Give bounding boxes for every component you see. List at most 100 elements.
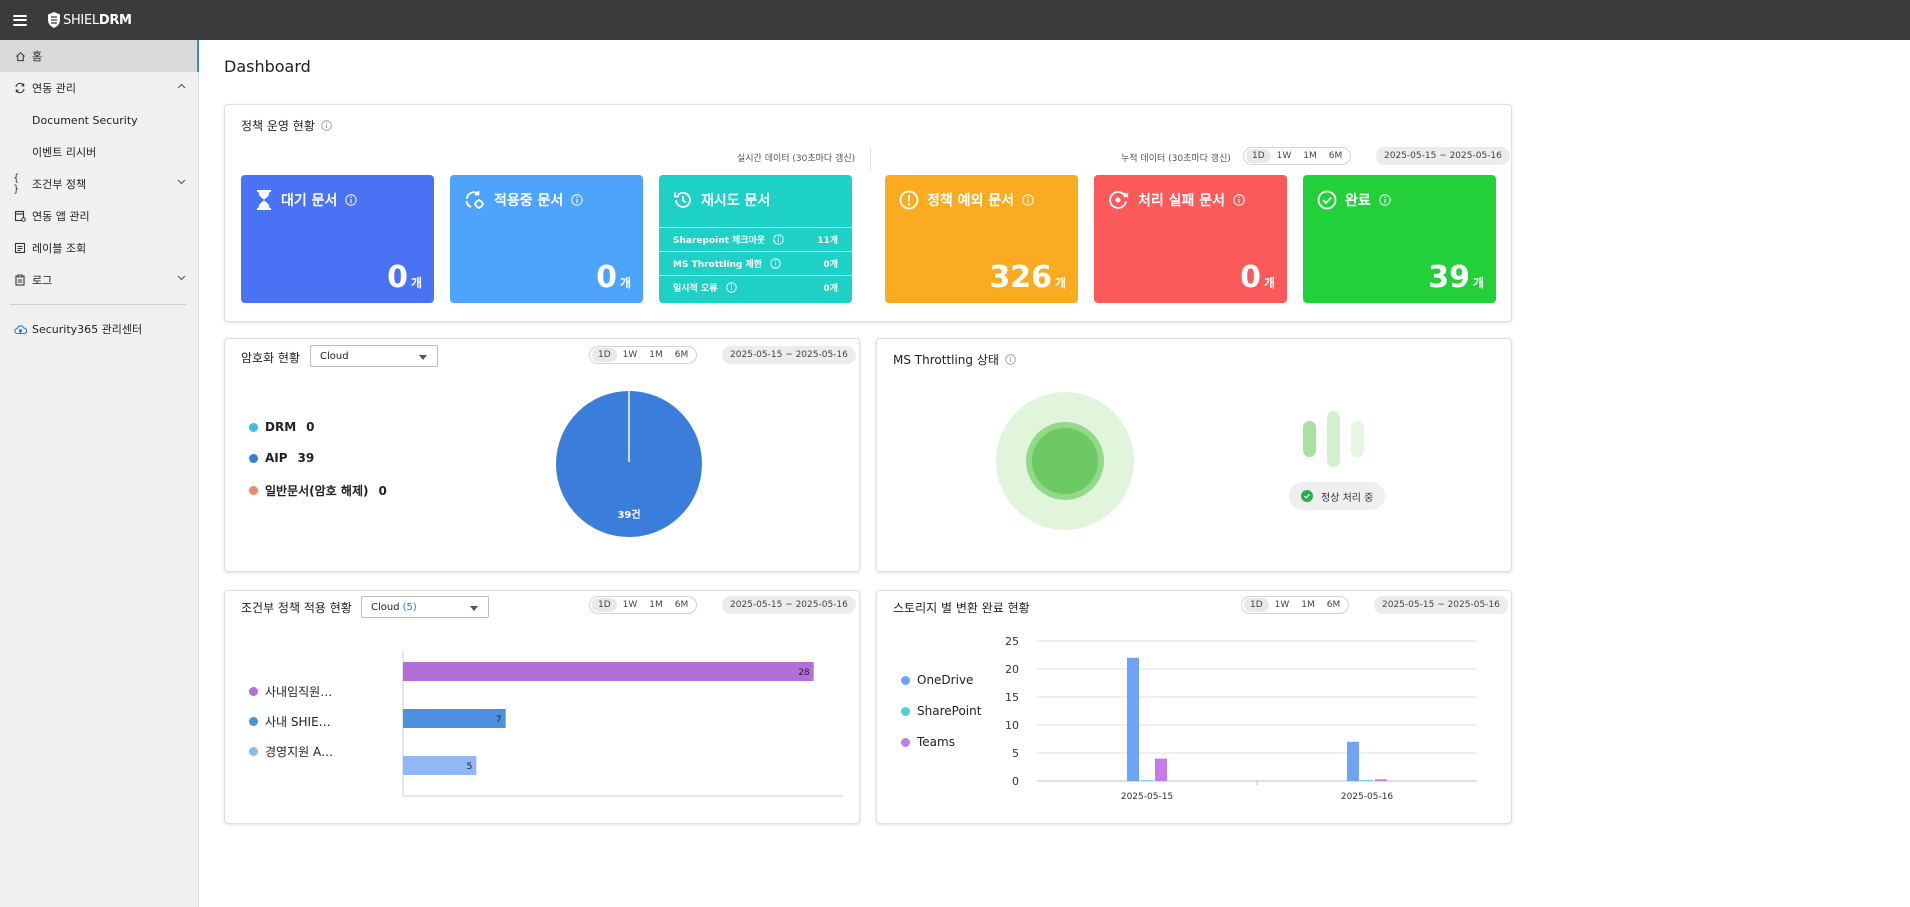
period-1m[interactable]: 1M bbox=[1303, 151, 1317, 161]
period-1w[interactable]: 1W bbox=[622, 350, 638, 360]
sidebar-item-integration[interactable]: 연동 관리 bbox=[0, 72, 198, 104]
info-icon[interactable] bbox=[725, 282, 737, 293]
sidebar-item-document-security[interactable]: Document Security bbox=[0, 104, 198, 136]
cumulative-label: 누적 데이터 (30초마다 갱신) bbox=[1121, 154, 1231, 164]
bar[interactable] bbox=[1375, 779, 1387, 781]
storage-card: 스토리지 별 변환 완료 현황 1D 1W 1M 6M 2025-05-15 ~… bbox=[876, 590, 1512, 824]
info-icon[interactable] bbox=[770, 258, 781, 269]
x-tick-label: 2025-05-16 bbox=[1341, 792, 1394, 802]
info-icon[interactable] bbox=[345, 194, 358, 206]
tile-exception-documents[interactable]: 정책 예외 문서 326 개 bbox=[885, 175, 1078, 303]
period-1w[interactable]: 1W bbox=[1274, 600, 1290, 610]
y-tick-label: 25 bbox=[1005, 635, 1019, 648]
tile-header: 대기 문서 bbox=[255, 190, 358, 210]
date-range[interactable]: 2025-05-15 ~ 2025-05-16 bbox=[722, 346, 856, 364]
tile-waiting-documents[interactable]: 대기 문서 0 개 bbox=[241, 175, 434, 303]
period-1m[interactable]: 1M bbox=[649, 600, 663, 610]
sidebar-divider bbox=[10, 304, 186, 305]
period-1d[interactable]: 1D bbox=[1246, 149, 1271, 163]
conditional-title: 조건부 정책 적용 현황 bbox=[241, 601, 352, 615]
bar[interactable] bbox=[1361, 780, 1373, 781]
sync-gear-icon bbox=[464, 190, 486, 210]
storage-title: 스토리지 별 변환 완료 현황 bbox=[893, 601, 1030, 615]
logo-text-prefix: SHIEL bbox=[63, 12, 99, 28]
period-6m[interactable]: 6M bbox=[1326, 600, 1341, 610]
tile-completed-documents[interactable]: 완료 39 개 bbox=[1303, 175, 1496, 303]
bar[interactable] bbox=[403, 662, 814, 681]
legend-item: OneDrive bbox=[901, 673, 973, 687]
sidebar-item-event-receiver[interactable]: 이벤트 리시버 bbox=[0, 136, 198, 168]
bar[interactable] bbox=[1347, 741, 1359, 781]
info-icon[interactable] bbox=[1022, 194, 1034, 206]
tile-label: 정책 예외 문서 bbox=[927, 193, 1015, 209]
tile-failed-documents[interactable]: 처리 실패 문서 0 개 bbox=[1094, 175, 1287, 303]
date-range[interactable]: 2025-05-15 ~ 2025-05-16 bbox=[1374, 596, 1508, 614]
sidebar-item-home[interactable]: 홈 bbox=[0, 40, 199, 72]
sidebar-item-conditional-policy[interactable]: { } 조건부 정책 bbox=[0, 168, 198, 200]
retry-row-value: 0개 bbox=[823, 284, 838, 294]
date-range[interactable]: 2025-05-15 ~ 2025-05-16 bbox=[1376, 147, 1510, 165]
period-6m[interactable]: 6M bbox=[674, 600, 689, 610]
legend-general: 일반문서(암호 해제) 0 bbox=[249, 482, 387, 499]
encryption-source-select[interactable]: Cloud bbox=[310, 345, 438, 367]
period-1m[interactable]: 1M bbox=[1301, 600, 1315, 610]
y-tick-label: 10 bbox=[1005, 719, 1019, 732]
retry-row-label: Sharepoint 체크아웃 bbox=[673, 233, 784, 246]
info-icon[interactable] bbox=[773, 234, 784, 245]
period-1d[interactable]: 1D bbox=[592, 598, 617, 612]
tile-header: 재시도 문서 bbox=[673, 190, 770, 210]
info-icon[interactable] bbox=[1379, 194, 1391, 206]
conditional-source-select[interactable]: Cloud (5) bbox=[361, 596, 489, 618]
legend-dot bbox=[901, 675, 910, 685]
bar-value-label: 7 bbox=[496, 715, 502, 725]
legend-drm: DRM 0 bbox=[249, 420, 315, 434]
sidebar-item-log[interactable]: 로그 bbox=[0, 264, 198, 296]
period-6m[interactable]: 6M bbox=[674, 350, 689, 360]
sidebar-item-label: 로그 bbox=[32, 274, 53, 287]
bar[interactable] bbox=[403, 709, 506, 728]
period-1w[interactable]: 1W bbox=[1276, 151, 1292, 161]
bar[interactable] bbox=[1127, 657, 1139, 781]
info-icon[interactable] bbox=[571, 194, 583, 206]
info-icon[interactable] bbox=[1233, 194, 1245, 206]
tile-retry-documents[interactable]: 재시도 문서 Sharepoint 체크아웃 11개 MS Throttling… bbox=[659, 175, 852, 303]
bar[interactable] bbox=[403, 756, 477, 775]
tile-unit: 개 bbox=[1054, 276, 1066, 290]
app-logo[interactable]: SHIEL DRM bbox=[47, 12, 132, 28]
period-1w[interactable]: 1W bbox=[622, 600, 638, 610]
date-range[interactable]: 2025-05-15 ~ 2025-05-16 bbox=[722, 596, 856, 614]
pie-slice-aip[interactable] bbox=[556, 391, 702, 537]
caret-down-icon bbox=[419, 355, 427, 360]
throttling-title: MS Throttling 상태 bbox=[893, 353, 999, 367]
period-1d[interactable]: 1D bbox=[1244, 598, 1269, 612]
menu-icon[interactable] bbox=[13, 14, 27, 26]
retry-row-sharepoint: Sharepoint 체크아웃 11개 bbox=[659, 227, 852, 251]
legend-item: SharePoint bbox=[901, 704, 981, 718]
sidebar-item-security365[interactable]: Security365 관리센터 bbox=[0, 313, 198, 345]
period-1d[interactable]: 1D bbox=[592, 348, 617, 362]
encryption-pie-chart: 39건 bbox=[556, 391, 702, 537]
sidebar-item-app-management[interactable]: 연동 앱 관리 bbox=[0, 200, 198, 232]
braces-icon: { } bbox=[13, 173, 20, 195]
bar[interactable] bbox=[1155, 758, 1167, 781]
throttling-title-row: MS Throttling 상태 bbox=[893, 351, 1016, 368]
retry-row-label: MS Throttling 제한 bbox=[673, 257, 781, 270]
legend-name: DRM bbox=[265, 420, 297, 434]
bar[interactable] bbox=[1141, 780, 1153, 781]
throttling-status-chip: 정상 처리 중 bbox=[1289, 482, 1386, 510]
tile-number: 39 bbox=[1428, 260, 1470, 295]
legend-label: 사내임직원… bbox=[265, 685, 333, 699]
throttling-card: MS Throttling 상태 정상 처리 중 bbox=[876, 338, 1512, 572]
period-6m[interactable]: 6M bbox=[1328, 151, 1343, 161]
legend-item: Teams bbox=[901, 735, 955, 749]
period-1m[interactable]: 1M bbox=[649, 350, 663, 360]
info-icon[interactable] bbox=[321, 120, 332, 131]
tile-number: 326 bbox=[989, 260, 1052, 295]
tile-applying-documents[interactable]: 적용중 문서 0 개 bbox=[450, 175, 643, 303]
info-icon[interactable] bbox=[1005, 354, 1016, 365]
legend-dot bbox=[249, 717, 258, 726]
sidebar-item-label: 연동 관리 bbox=[32, 82, 76, 95]
sidebar-item-label-lookup[interactable]: 레이블 조회 bbox=[0, 232, 198, 264]
legend-item: 경영지원 A… bbox=[249, 743, 333, 760]
select-value: Cloud bbox=[371, 601, 400, 613]
